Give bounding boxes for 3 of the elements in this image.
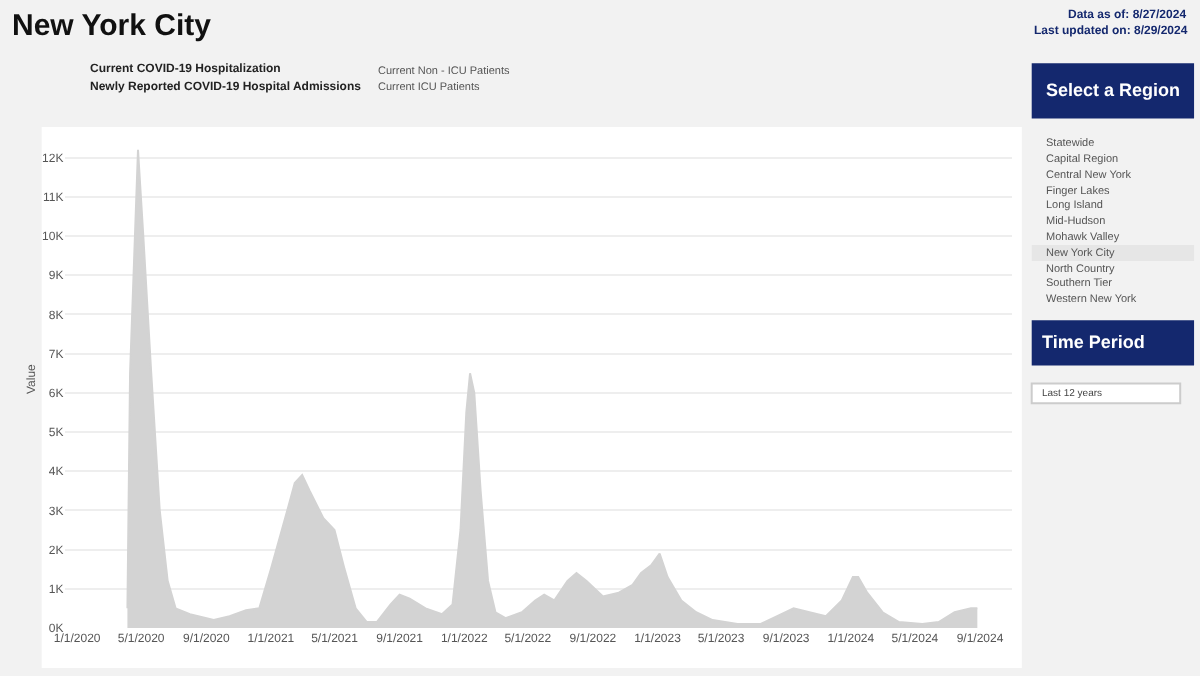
chart-title: New York City xyxy=(12,8,213,43)
text: Time Period xyxy=(1042,332,1145,352)
text: Select a Region xyxy=(1046,80,1181,100)
